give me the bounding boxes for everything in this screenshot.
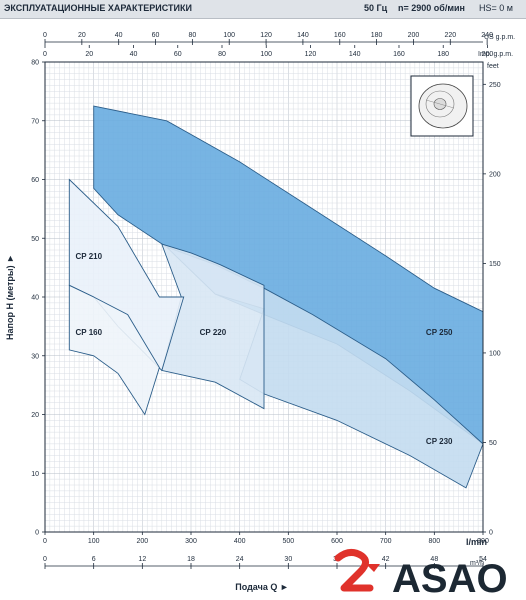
imp-gpm-tick-label: 80 (218, 51, 226, 58)
m3h-tick-label: 42 (382, 556, 390, 563)
y-tick-label: 80 (31, 60, 39, 67)
x-tick-label: 300 (185, 538, 197, 545)
us-gpm-tick-label: 200 (408, 32, 420, 39)
imp-gpm-tick-label: 120 (305, 51, 317, 58)
x-tick-label: 600 (331, 538, 343, 545)
us-gpm-tick-label: 180 (371, 32, 383, 39)
imp-gpm-tick-label: 200 (482, 51, 494, 58)
y-tick-label: 40 (31, 295, 39, 302)
feet-unit-label: feet (487, 63, 499, 70)
m3h-tick-label: 6 (92, 556, 96, 563)
imp-gpm-tick-label: 0 (43, 51, 47, 58)
m3h-tick-label: 12 (138, 556, 146, 563)
hs-label: HS= 0 м (479, 3, 513, 13)
label-cp-230: CP 230 (426, 437, 453, 446)
us-gpm-tick-label: 0 (43, 32, 47, 39)
x-tick-label: 700 (380, 538, 392, 545)
x-tick-label: 400 (234, 538, 246, 545)
x-tick-label: 800 (428, 538, 440, 545)
m3h-tick-label: 0 (43, 556, 47, 563)
x-axis-label: Подача Q ► (235, 582, 288, 592)
imp-gpm-tick-label: 60 (174, 51, 182, 58)
chart-header: ЭКСПЛУАТАЦИОННЫЕ ХАРАКТЕРИСТИКИ 50 Гц n=… (0, 0, 526, 19)
feet-tick-label: 50 (489, 440, 497, 447)
x-tick-label: 100 (88, 538, 100, 545)
us-gpm-tick-label: 40 (115, 32, 123, 39)
x-tick-label: 200 (136, 538, 148, 545)
impeller-thumbnail (410, 75, 474, 137)
m3h-tick-label: 54 (479, 556, 487, 563)
m3h-tick-label: 48 (430, 556, 438, 563)
feet-tick-label: 150 (489, 261, 501, 268)
speed-label: n= 2900 об/мин (398, 3, 465, 13)
feet-tick-label: 0 (489, 530, 493, 537)
area-cp-160 (68, 284, 160, 416)
chart-title: ЭКСПЛУАТАЦИОННЫЕ ХАРАКТЕРИСТИКИ (4, 3, 192, 13)
logo-text: ASAO (392, 557, 508, 600)
y-tick-label: 30 (31, 353, 39, 360)
y-tick-label: 0 (35, 530, 39, 537)
label-cp-220: CP 220 (200, 328, 227, 337)
us-gpm-tick-label: 120 (260, 32, 272, 39)
frequency-label: 50 Гц (364, 3, 388, 13)
asao-logo: ASAO (334, 549, 508, 600)
us-gpm-tick-label: 140 (297, 32, 309, 39)
imp-gpm-tick-label: 20 (85, 51, 93, 58)
label-cp-210: CP 210 (76, 252, 103, 261)
imp-gpm-tick-label: 160 (393, 51, 405, 58)
us-gpm-unit-label: US g.p.m. (484, 34, 515, 41)
y-tick-label: 10 (31, 471, 39, 478)
y-axis-label: Напор H (метры) ► (5, 254, 15, 340)
feet-tick-label: 200 (489, 171, 501, 178)
imp-gpm-unit-label: Imp. g.p.m. (478, 51, 513, 58)
x-tick-label: 900 (477, 538, 489, 545)
feet-tick-label: 100 (489, 350, 501, 357)
imp-gpm-tick-label: 100 (260, 51, 272, 58)
label-cp-160: CP 160 (76, 328, 103, 337)
y-tick-label: 70 (31, 118, 39, 125)
y-tick-label: 20 (31, 412, 39, 419)
us-gpm-tick-label: 80 (188, 32, 196, 39)
label-cp-250: CP 250 (426, 328, 453, 337)
m3h-tick-label: 24 (236, 556, 244, 563)
feet-tick-label: 250 (489, 82, 501, 89)
lmin-unit-label: l/min (466, 537, 487, 547)
us-gpm-tick-label: 240 (481, 32, 493, 39)
m3h-tick-label: 30 (284, 556, 292, 563)
us-gpm-tick-label: 220 (444, 32, 456, 39)
y-tick-label: 60 (31, 177, 39, 184)
m3h-tick-label: 18 (187, 556, 195, 563)
y-tick-label: 50 (31, 236, 39, 243)
imp-gpm-tick-label: 180 (437, 51, 449, 58)
imp-gpm-tick-label: 140 (349, 51, 361, 58)
chart-areas (68, 105, 484, 489)
us-gpm-tick-label: 60 (152, 32, 160, 39)
us-gpm-tick-label: 100 (223, 32, 235, 39)
series-labels: CP 250 CP 230 CP 220 CP 210 CP 160 (76, 252, 453, 446)
m3h-unit-label: m³/h (470, 560, 484, 567)
x-tick-label: 0 (43, 538, 47, 545)
us-gpm-tick-label: 20 (78, 32, 86, 39)
imp-gpm-tick-label: 40 (130, 51, 138, 58)
us-gpm-tick-label: 160 (334, 32, 346, 39)
x-tick-label: 500 (282, 538, 294, 545)
